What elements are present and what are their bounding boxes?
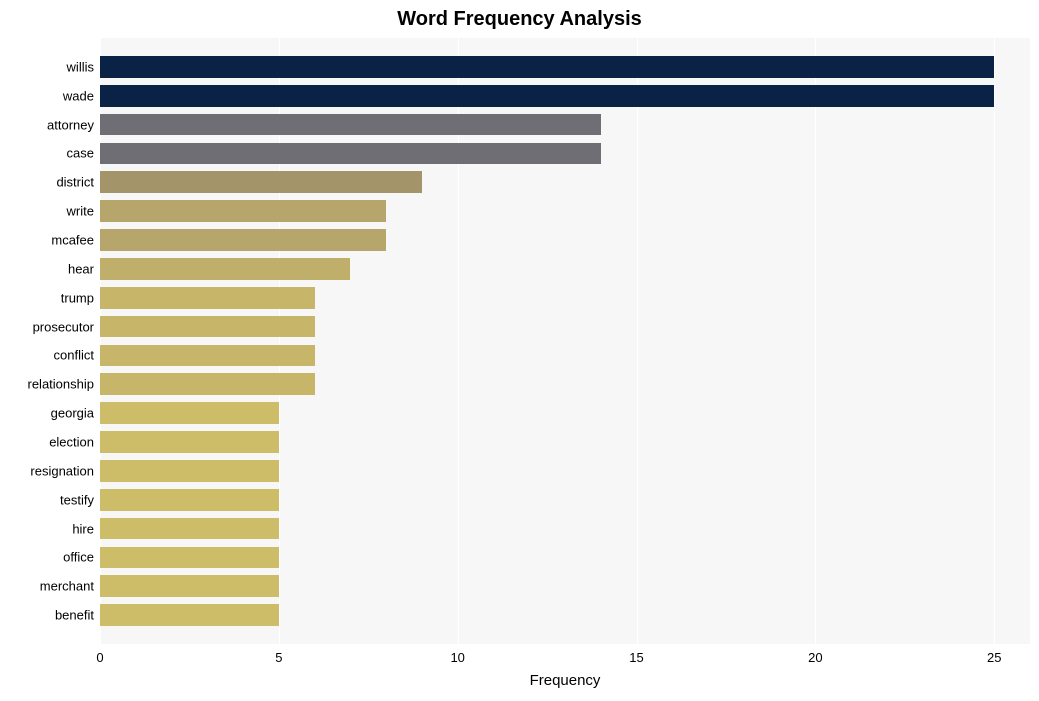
x-tick-label: 25 <box>987 650 1001 665</box>
y-tick-label: prosecutor <box>33 319 94 334</box>
y-tick-label: attorney <box>47 117 94 132</box>
y-tick-label: office <box>63 550 94 565</box>
gridline <box>994 38 995 644</box>
bar <box>100 518 279 540</box>
bar <box>100 171 422 193</box>
x-tick-label: 0 <box>96 650 103 665</box>
y-tick-label: district <box>56 175 94 190</box>
x-tick-label: 15 <box>629 650 643 665</box>
x-tick-label: 20 <box>808 650 822 665</box>
y-tick-label: benefit <box>55 608 94 623</box>
bar <box>100 316 315 338</box>
bar <box>100 575 279 597</box>
bar <box>100 431 279 453</box>
chart-container: Word Frequency Analysis Frequency 051015… <box>0 0 1039 701</box>
y-tick-label: hire <box>72 521 94 536</box>
y-tick-label: case <box>67 146 94 161</box>
bar <box>100 258 350 280</box>
y-tick-label: election <box>49 435 94 450</box>
y-tick-label: testify <box>60 492 94 507</box>
bar <box>100 143 601 165</box>
y-tick-label: merchant <box>40 579 94 594</box>
bar <box>100 460 279 482</box>
y-tick-label: relationship <box>28 377 95 392</box>
y-tick-label: hear <box>68 261 94 276</box>
gridline <box>637 38 638 644</box>
bar <box>100 56 994 78</box>
y-tick-label: georgia <box>51 406 94 421</box>
y-tick-label: write <box>67 204 94 219</box>
bar <box>100 402 279 424</box>
bar <box>100 85 994 107</box>
bar <box>100 229 386 251</box>
bar <box>100 345 315 367</box>
y-tick-label: willis <box>67 59 94 74</box>
y-tick-label: resignation <box>30 463 94 478</box>
bar <box>100 114 601 136</box>
y-tick-label: trump <box>61 290 94 305</box>
plot-area: Frequency 0510152025williswadeattorneyca… <box>100 38 1030 644</box>
bar <box>100 200 386 222</box>
bar <box>100 287 315 309</box>
x-tick-label: 5 <box>275 650 282 665</box>
y-tick-label: conflict <box>54 348 94 363</box>
chart-title: Word Frequency Analysis <box>0 8 1039 31</box>
y-tick-label: wade <box>63 88 94 103</box>
x-tick-label: 10 <box>450 650 464 665</box>
gridline <box>815 38 816 644</box>
bar <box>100 604 279 626</box>
bar <box>100 547 279 569</box>
bar <box>100 373 315 395</box>
bar <box>100 489 279 511</box>
x-axis-label: Frequency <box>530 672 601 689</box>
y-tick-label: mcafee <box>51 233 94 248</box>
